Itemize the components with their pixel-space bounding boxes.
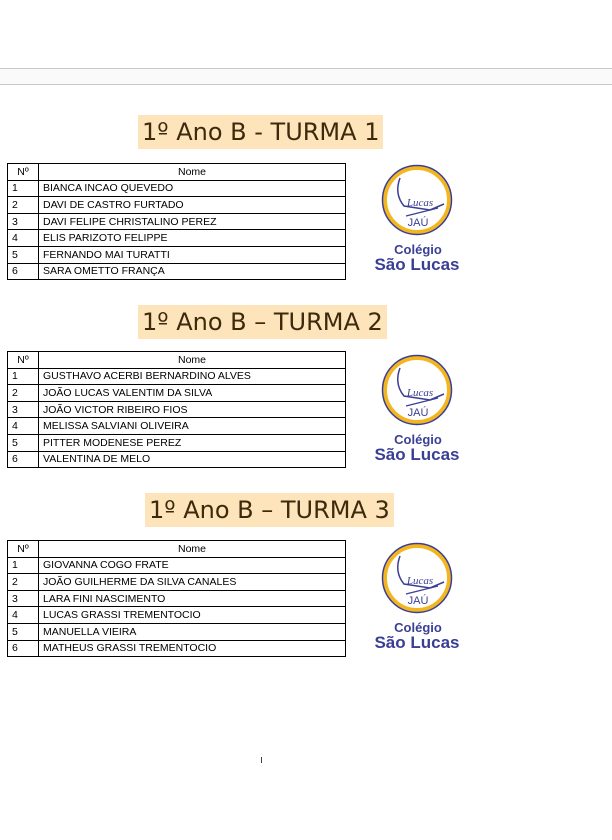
svg-text:São Lucas: São Lucas: [374, 445, 459, 464]
svg-text:Colégio: Colégio: [394, 620, 442, 635]
cell-num: 2: [7, 573, 39, 591]
cell-num: 1: [7, 179, 39, 198]
cell-name: LUCAS GRASSI TREMENTOCIO: [38, 606, 346, 624]
table-row: 4 MELISSA SALVIANI OLIVEIRA: [7, 417, 346, 435]
cell-name: ELIS PARIZOTO FELIPPE: [38, 229, 346, 247]
cell-num: 1: [7, 556, 39, 575]
table-row: 1 BIANCA INCAO QUEVEDO: [7, 179, 346, 198]
logo-emblem-icon: Lucas JAÚ Colégio São Lucas: [374, 354, 460, 464]
cell-name: MELISSA SALVIANI OLIVEIRA: [38, 417, 346, 435]
svg-text:Lucas: Lucas: [406, 575, 433, 587]
table-row: 3 DAVI FELIPE CHRISTALINO PEREZ: [7, 212, 346, 231]
col-name: Nome: [38, 163, 346, 181]
cell-num: 4: [7, 606, 39, 624]
cell-name: JOÃO LUCAS VALENTIM DA SILVA: [38, 384, 346, 402]
cell-num: 5: [7, 245, 39, 264]
cell-name: DAVI FELIPE CHRISTALINO PEREZ: [38, 212, 346, 231]
school-logo: Lucas JAÚ Colégio São Lucas: [358, 164, 478, 284]
table-row: 5 FERNANDO MAI TURATTI: [7, 245, 346, 264]
svg-text:Lucas: Lucas: [406, 387, 433, 399]
text-cursor: [261, 757, 262, 763]
cell-num: 6: [7, 639, 39, 658]
school-logo: Lucas JAÚ Colégio São Lucas: [358, 354, 478, 474]
cell-num: 3: [7, 589, 39, 608]
cell-num: 1: [7, 367, 39, 386]
cell-name: PITTER MODENESE PEREZ: [38, 433, 346, 452]
cell-name: DAVI DE CASTRO FURTADO: [38, 196, 346, 214]
cell-name: BIANCA INCAO QUEVEDO: [38, 179, 346, 198]
cell-name: JOÃO VICTOR RIBEIRO FIOS: [38, 400, 346, 419]
table-row: 1 GIOVANNA COGO FRATE: [7, 556, 346, 575]
section-title: 1º Ano B - TURMA 1: [138, 115, 384, 149]
cell-name: GUSTHAVO ACERBI BERNARDINO ALVES: [38, 367, 346, 386]
student-table: Nº Nome 1 GUSTHAVO ACERBI BERNARDINO ALVES 2…: [7, 351, 346, 469]
svg-text:São Lucas: São Lucas: [374, 255, 459, 274]
cell-name: VALENTINA DE MELO: [38, 450, 346, 469]
table-row: 6 VALENTINA DE MELO: [7, 450, 346, 469]
table-row: 4 ELIS PARIZOTO FELIPPE: [7, 229, 346, 247]
table-row: 2 DAVI DE CASTRO FURTADO: [7, 196, 346, 214]
table-row: 3 JOÃO VICTOR RIBEIRO FIOS: [7, 400, 346, 419]
svg-text:Colégio: Colégio: [394, 242, 442, 257]
svg-text:JAÚ: JAÚ: [408, 594, 429, 607]
cell-num: 5: [7, 433, 39, 452]
table-header: Nº Nome: [7, 163, 346, 181]
table-row: 6 SARA OMETTO FRANÇA: [7, 262, 346, 281]
table-row: 5 MANUELLA VIEIRA: [7, 622, 346, 641]
cell-num: 5: [7, 622, 39, 641]
cell-name: MANUELLA VIEIRA: [38, 622, 346, 641]
svg-text:Lucas: Lucas: [406, 197, 433, 209]
cell-name: SARA OMETTO FRANÇA: [38, 262, 346, 281]
cell-num: 2: [7, 196, 39, 214]
school-logo: Lucas JAÚ Colégio São Lucas: [358, 542, 478, 662]
student-table: Nº Nome 1 GIOVANNA COGO FRATE 2 JOÃO GUILHERM…: [7, 540, 346, 658]
cell-num: 6: [7, 262, 39, 281]
col-name: Nome: [38, 351, 346, 369]
cell-name: FERNANDO MAI TURATTI: [38, 245, 346, 264]
cell-name: GIOVANNA COGO FRATE: [38, 556, 346, 575]
svg-text:JAÚ: JAÚ: [408, 216, 429, 229]
table-header: Nº Nome: [7, 351, 346, 369]
table-row: 3 LARA FINI NASCIMENTO: [7, 589, 346, 608]
col-num: Nº: [7, 163, 39, 181]
col-num: Nº: [7, 540, 39, 558]
student-table: Nº Nome 1 BIANCA INCAO QUEVEDO 2 DAVI DE CAST…: [7, 163, 346, 281]
table-row: 1 GUSTHAVO ACERBI BERNARDINO ALVES: [7, 367, 346, 386]
table-row: 6 MATHEUS GRASSI TREMENTOCIO: [7, 639, 346, 658]
svg-text:São Lucas: São Lucas: [374, 633, 459, 652]
cell-name: MATHEUS GRASSI TREMENTOCIO: [38, 639, 346, 658]
cell-num: 4: [7, 229, 39, 247]
cell-num: 6: [7, 450, 39, 469]
logo-emblem-icon: Lucas JAÚ Colégio São Lucas: [374, 542, 460, 652]
svg-text:Colégio: Colégio: [394, 432, 442, 447]
section-title: 1º Ano B – TURMA 3: [145, 493, 394, 527]
cell-name: JOÃO GUILHERME DA SILVA CANALES: [38, 573, 346, 591]
svg-text:JAÚ: JAÚ: [408, 406, 429, 419]
cell-num: 2: [7, 384, 39, 402]
col-num: Nº: [7, 351, 39, 369]
table-row: 2 JOÃO LUCAS VALENTIM DA SILVA: [7, 384, 346, 402]
table-row: 5 PITTER MODENESE PEREZ: [7, 433, 346, 452]
table-header: Nº Nome: [7, 540, 346, 558]
toolbar-band: [0, 68, 612, 85]
logo-emblem-icon: Lucas JAÚ Colégio São Lucas: [374, 164, 460, 274]
table-row: 2 JOÃO GUILHERME DA SILVA CANALES: [7, 573, 346, 591]
cell-name: LARA FINI NASCIMENTO: [38, 589, 346, 608]
cell-num: 4: [7, 417, 39, 435]
cell-num: 3: [7, 400, 39, 419]
section-title: 1º Ano B – TURMA 2: [138, 305, 387, 339]
table-row: 4 LUCAS GRASSI TREMENTOCIO: [7, 606, 346, 624]
cell-num: 3: [7, 212, 39, 231]
col-name: Nome: [38, 540, 346, 558]
